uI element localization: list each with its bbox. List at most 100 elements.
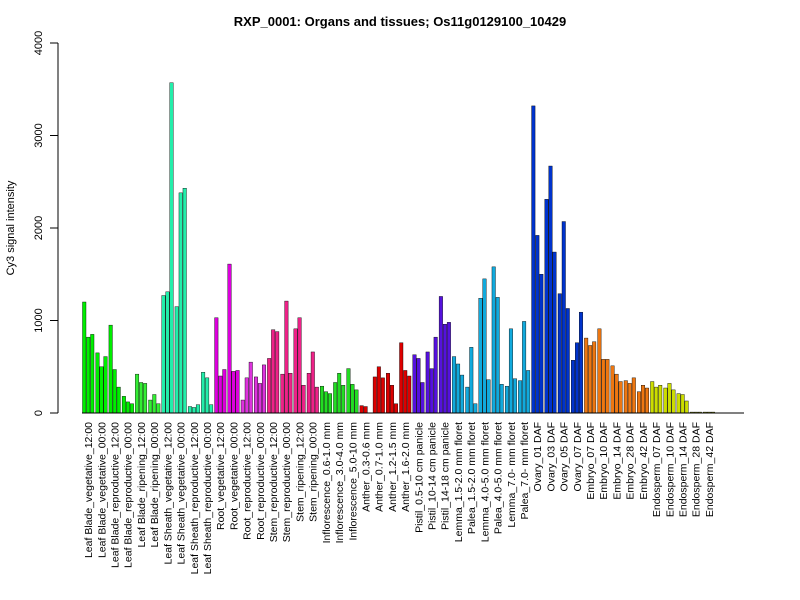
- bar: [258, 383, 262, 414]
- bar: [191, 407, 196, 414]
- bar: [420, 382, 425, 414]
- bar: [478, 298, 483, 414]
- bar: [288, 373, 293, 414]
- bar: [614, 373, 619, 414]
- bar: [452, 356, 457, 414]
- bar: [116, 386, 121, 414]
- x-tick-label: Endosperm_14 DAF: [677, 422, 689, 517]
- bar: [684, 400, 689, 414]
- bar: [473, 403, 478, 414]
- bar: [504, 385, 509, 414]
- bar: [227, 263, 232, 414]
- bar: [195, 404, 200, 414]
- bar: [280, 373, 285, 414]
- x-tick-label: Lemma_4.0-5.0 mm floret: [479, 422, 491, 542]
- x-tick-label: Endosperm_07 DAF: [651, 422, 663, 517]
- bar: [86, 336, 91, 414]
- bar: [310, 351, 315, 414]
- x-tick-label: Stem_ripening_00:00: [308, 422, 320, 522]
- bar: [618, 381, 623, 414]
- x-tick-label: Leaf Sheath_vegetative_12:00: [162, 422, 174, 565]
- bar: [522, 321, 527, 414]
- bar: [354, 389, 359, 414]
- x-tick-label: Root_vegetative_00:00: [228, 422, 240, 530]
- bar: [416, 358, 421, 414]
- bar: [222, 369, 227, 414]
- bar: [429, 368, 434, 414]
- x-tick-label: Anther_1.2-1.5 mm: [387, 422, 399, 512]
- bar: [552, 251, 557, 414]
- y-tick-label: 4000: [33, 31, 45, 55]
- bar: [235, 370, 240, 414]
- bar: [627, 383, 632, 414]
- x-tick-label: Endosperm_10 DAF: [664, 422, 676, 517]
- bar: [433, 336, 438, 414]
- x-tick-label: Leaf Blade_ripening_00:00: [149, 422, 161, 548]
- x-tick-label: Leaf Blade_reproductive_00:00: [123, 422, 135, 568]
- bar: [346, 368, 351, 414]
- bars: [82, 82, 715, 414]
- x-tick-label: Palea_4.0-5.0 mm floret: [493, 422, 505, 534]
- bar: [399, 342, 404, 414]
- bar: [182, 188, 187, 414]
- bar: [284, 300, 289, 414]
- x-tick-label: Pistil_0.5-10 cm panicle: [413, 422, 425, 533]
- x-tick-label: Ovary_05 DAF: [559, 422, 571, 491]
- bar: [187, 406, 192, 414]
- bar: [575, 342, 579, 414]
- bar: [605, 359, 610, 414]
- bar: [301, 385, 306, 414]
- bar: [135, 373, 140, 414]
- bar: [328, 393, 332, 414]
- bar: [121, 396, 126, 414]
- y-axis-label: Cy3 signal intensity: [5, 180, 17, 275]
- bar: [112, 369, 117, 414]
- bar: [491, 266, 496, 414]
- bar: [597, 328, 602, 414]
- bar: [125, 401, 130, 414]
- bar: [363, 406, 368, 414]
- bar: [161, 295, 166, 414]
- bar: [248, 361, 253, 414]
- bar: [623, 380, 628, 414]
- bar: [324, 391, 328, 414]
- x-tick-label: Anther_0.3-0.6 mm: [360, 422, 372, 512]
- x-tick-label: Embryo_14 DAF: [611, 422, 623, 500]
- bar: [394, 403, 398, 414]
- bar: [671, 389, 676, 414]
- bar: [178, 192, 183, 414]
- bar: [442, 324, 447, 414]
- x-tick-label: Leaf Blade_ripening_12:00: [136, 422, 148, 548]
- bar: [214, 317, 219, 414]
- bar: [482, 278, 487, 414]
- x-tick-label: Stem_ripening_12:00: [294, 422, 306, 522]
- x-tick-label: Root_vegetative_12:00: [215, 422, 227, 530]
- x-tick-label: Endosperm_28 DAF: [691, 422, 703, 517]
- chart-title: RXP_0001: Organs and tissues; Os11g01291…: [234, 14, 566, 29]
- x-tick-label: Lemma_1.5-2.0 mm floret: [453, 422, 465, 542]
- y-tick-label: 2000: [33, 216, 45, 240]
- x-tick-label: Palea_1.5-2.0 mm floret: [466, 422, 478, 534]
- y-tick-label: 1000: [33, 308, 45, 332]
- bar: [610, 365, 615, 414]
- x-tick-label: Endosperm_42 DAF: [704, 422, 716, 517]
- bar: [165, 291, 170, 414]
- bar: [407, 375, 412, 414]
- bar: [412, 354, 417, 414]
- bar: [539, 274, 544, 414]
- x-tick-label: Leaf Sheath_vegetative_00:00: [176, 422, 188, 565]
- bar: [152, 394, 157, 414]
- bar: [446, 322, 451, 414]
- bar: [231, 371, 236, 414]
- bar: [592, 341, 597, 414]
- x-tick-label: Leaf Blade_vegetative_00:00: [96, 422, 108, 558]
- bar: [588, 345, 593, 414]
- bar: [262, 364, 266, 414]
- bar: [645, 387, 649, 414]
- bar: [380, 377, 385, 414]
- bar: [535, 235, 540, 414]
- bar: [314, 386, 319, 414]
- bar: [209, 404, 214, 414]
- bar: [174, 306, 179, 414]
